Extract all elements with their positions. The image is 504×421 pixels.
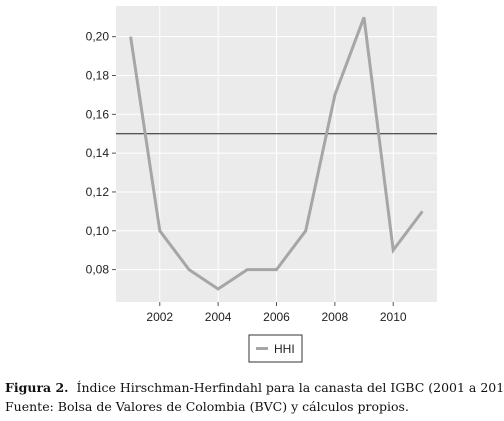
- x-tick-label: 2010: [380, 310, 407, 324]
- hhi-line-chart: 0,080,100,120,140,160,180,20 2002 2004 200…: [86, 6, 437, 363]
- grid-lines: [116, 6, 437, 302]
- x-axis: 2002 2004 2006 2008 2010: [146, 302, 407, 324]
- legend: HHI: [248, 334, 303, 363]
- x-tick-label: 2008: [322, 310, 349, 324]
- y-tick-label: 0,14: [86, 146, 110, 160]
- figure-title: Índice Hirschman-Herfindahl para la cana…: [76, 380, 504, 395]
- figure-caption: Figura 2. Índice Hirschman-Herfindahl pa…: [5, 378, 504, 416]
- y-tick-label: 0,18: [86, 68, 110, 82]
- series-layer: [129, 16, 424, 291]
- y-axis: 0,08 0,10 0,12 0,14 0,16 0,18 0,20: [86, 30, 116, 277]
- y-tick-label: 0,10: [86, 224, 110, 238]
- series-line-hhi: [129, 16, 424, 291]
- y-tick-label: 0,08: [86, 263, 110, 277]
- y-tick-label: 0,16: [86, 107, 110, 121]
- x-tick-label: 2004: [205, 310, 232, 324]
- legend-label-hhi: HHI: [274, 342, 295, 356]
- figure-source: Fuente: Bolsa de Valores de Colombia (BV…: [5, 399, 409, 414]
- x-tick-label: 2006: [263, 310, 290, 324]
- y-tick-label: 0,20: [86, 30, 110, 44]
- figure-label: Figura 2.: [5, 380, 69, 395]
- x-tick-label: 2002: [146, 310, 173, 324]
- caption-title-line: Figura 2. Índice Hirschman-Herfindahl pa…: [5, 378, 504, 397]
- y-tick-label: 0,12: [86, 185, 110, 199]
